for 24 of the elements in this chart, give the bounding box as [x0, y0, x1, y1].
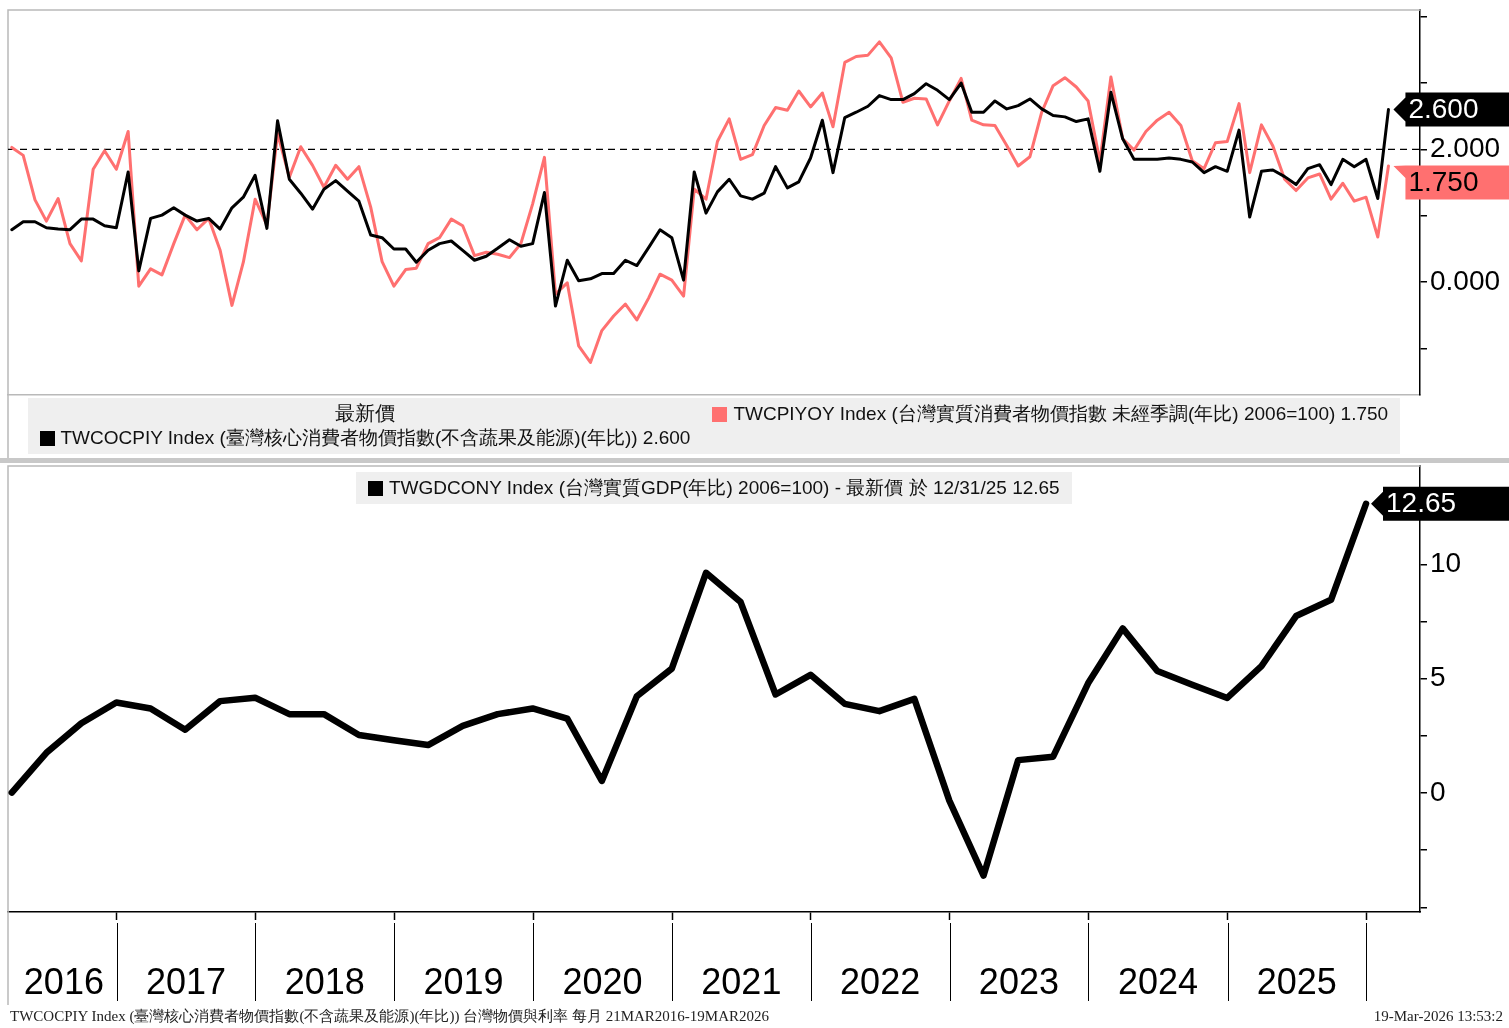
x-tick-label: 2022 [840, 960, 921, 1002]
legend-title: 最新價 [334, 401, 395, 425]
y-tick-label: 10 [1430, 547, 1462, 579]
x-tick-label: 2024 [1118, 960, 1199, 1002]
x-tick-label: 2020 [562, 960, 643, 1002]
y-tick-label: 5 [1430, 661, 1446, 693]
x-tick-label: 2021 [701, 960, 782, 1002]
x-tick-label: 2017 [145, 960, 226, 1002]
data-label: 12.65 [1386, 487, 1457, 519]
legend-label: TWGDCONY Index (台灣實質GDP(年比) 2006=100) - 最新價 於 12/31/25 12.65 [389, 476, 1060, 500]
y-tick-label: 2.000 [1430, 132, 1501, 164]
text: 19-Mar-2026 13:53:2 [1373, 1007, 1503, 1026]
x-tick-label: 2018 [284, 960, 365, 1002]
text: TWCOCPIY Index (臺灣核心消費者物價指數(不含蔬果及能源)(年比)) 台灣物價與利率 每月 21MAR2016-19MAR2026 [10, 1007, 769, 1026]
x-tick-label: 2019 [423, 960, 504, 1002]
data-label: 2.600 [1408, 93, 1479, 125]
y-tick-label: 0 [1430, 775, 1446, 807]
x-tick-label: 2016 [23, 960, 104, 1002]
x-tick-label: 2025 [1256, 960, 1337, 1002]
legend-label: TWCOCPIY Index (臺灣核心消費者物價指數(不含蔬果及能源)(年比)) 2.600 [60, 426, 691, 450]
y-tick-label: 0.000 [1430, 264, 1501, 296]
legend-label: TWCPIYOY Index (台灣實質消費者物價指數 未經季調(年比) 2006=100) 1.750 [733, 402, 1389, 426]
data-label: 1.750 [1408, 166, 1479, 198]
x-tick-label: 2023 [978, 960, 1059, 1002]
